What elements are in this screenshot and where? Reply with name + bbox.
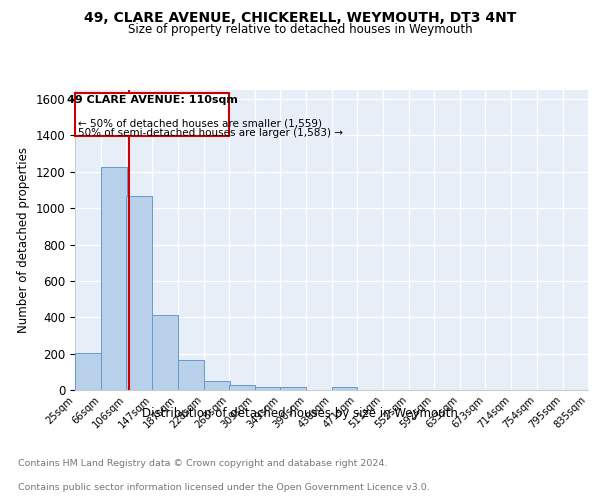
Text: Distribution of detached houses by size in Weymouth: Distribution of detached houses by size … [142, 408, 458, 420]
Text: Contains HM Land Registry data © Crown copyright and database right 2024.: Contains HM Land Registry data © Crown c… [18, 458, 388, 468]
Y-axis label: Number of detached properties: Number of detached properties [17, 147, 30, 333]
Bar [75, 352, 101, 390]
Bar [127, 196, 152, 390]
Bar [229, 386, 255, 390]
Text: 49 CLARE AVENUE: 110sqm: 49 CLARE AVENUE: 110sqm [67, 96, 238, 106]
FancyBboxPatch shape [75, 92, 229, 136]
Bar [101, 168, 127, 390]
Bar [178, 360, 203, 390]
Bar [203, 382, 230, 390]
Text: ← 50% of detached houses are smaller (1,559): ← 50% of detached houses are smaller (1,… [78, 118, 322, 128]
Bar [152, 316, 178, 390]
Bar [331, 388, 358, 390]
Text: 50% of semi-detached houses are larger (1,583) →: 50% of semi-detached houses are larger (… [78, 128, 343, 138]
Bar [280, 388, 306, 390]
Text: Contains public sector information licensed under the Open Government Licence v3: Contains public sector information licen… [18, 484, 430, 492]
Bar [255, 388, 281, 390]
Text: Size of property relative to detached houses in Weymouth: Size of property relative to detached ho… [128, 22, 472, 36]
Text: 49, CLARE AVENUE, CHICKERELL, WEYMOUTH, DT3 4NT: 49, CLARE AVENUE, CHICKERELL, WEYMOUTH, … [84, 11, 516, 25]
